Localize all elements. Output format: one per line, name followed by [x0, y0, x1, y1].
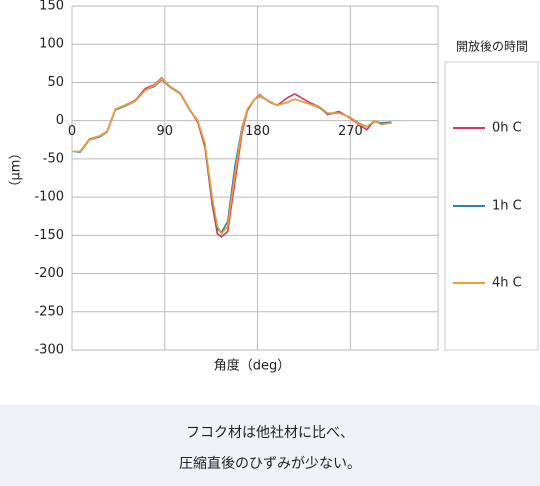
caption-line: 圧縮直後のひずみが少ない。: [179, 456, 361, 472]
series-line: [72, 76, 392, 238]
y-tick-label: -150: [34, 228, 64, 243]
legend-box: [444, 61, 539, 351]
caption-line: フコク材は他社材に比べ、: [186, 425, 354, 441]
x-tick-label: 90: [157, 124, 174, 139]
series-line: [72, 77, 392, 236]
chart: （μm） 角度（deg） 開放後の時間 -300 -250 -200 -150 -100…: [9, 0, 539, 374]
y-tick-label: -300: [34, 343, 64, 358]
legend-label: 0h C: [492, 121, 522, 136]
y-tick-label: 0: [56, 113, 64, 128]
legend-label: 1h C: [492, 199, 522, 214]
y-tick-label: -100: [34, 190, 64, 205]
y-tick-label: 50: [47, 75, 64, 90]
caption: フコク材は他社材に比べ、 圧縮直後のひずみが少ない。: [0, 405, 540, 486]
y-tick-label: -250: [34, 304, 64, 319]
x-axis-label: 角度（deg）: [214, 358, 291, 374]
legend-title: 開放後の時間: [456, 39, 528, 54]
y-tick-label: -50: [43, 151, 64, 166]
x-tick-label: 270: [338, 124, 363, 139]
y-tick-label: 100: [39, 37, 64, 52]
x-tick-label: 180: [245, 124, 270, 139]
x-tick-label: 0: [68, 124, 76, 139]
y-tick-label: 150: [39, 0, 64, 14]
y-tick-label: -200: [34, 266, 64, 281]
series-line: [71, 78, 392, 234]
y-axis-label: （μm）: [9, 147, 24, 194]
legend-label: 4h C: [492, 276, 522, 291]
